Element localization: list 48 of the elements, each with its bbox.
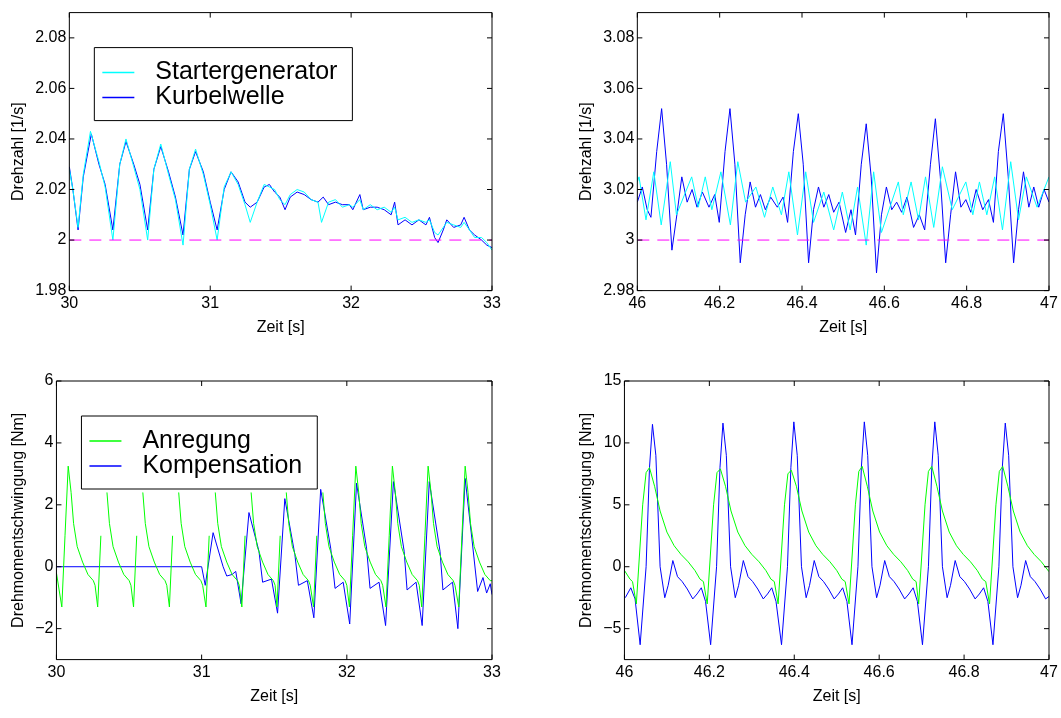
y-tick-label: 0: [612, 557, 622, 575]
x-axis-title: Zeit [s]: [819, 317, 868, 335]
x-tick-label: 31: [192, 662, 211, 680]
x-tick-label: 46.6: [868, 293, 901, 311]
x-tick-label: 46.6: [863, 662, 895, 680]
y-tick-label: 2.06: [35, 78, 67, 96]
x-tick-label: 47: [1040, 662, 1058, 680]
x-tick-label: 46.2: [704, 293, 736, 311]
x-tick-label: 33: [483, 662, 501, 680]
x-axis-title: Zeit [s]: [812, 686, 861, 704]
y-tick-label: 2.08: [35, 28, 67, 46]
x-axis-title: Zeit [s]: [250, 686, 299, 704]
x-tick-label: 46.2: [693, 662, 726, 680]
y-axis-title: Drehzahl [1/s]: [9, 102, 27, 201]
x-tick-label: 46.4: [778, 662, 810, 680]
x-tick-label: 46.4: [786, 293, 818, 311]
y-tick-label: 3.08: [603, 28, 635, 46]
y-tick-label: −2: [35, 619, 54, 637]
x-tick-label: 31: [201, 293, 220, 311]
y-tick-label: 4: [44, 433, 54, 451]
y-tick-label: 2.04: [35, 129, 67, 147]
y-tick-label: 15: [603, 371, 622, 389]
y-tick-label: 3.04: [603, 129, 635, 147]
y-tick-label: 3: [625, 230, 635, 248]
x-tick-label: 46.8: [948, 662, 980, 680]
y-tick-label: 3.06: [603, 78, 635, 96]
x-tick-label: 46.8: [951, 293, 983, 311]
x-tick-label: 32: [337, 662, 356, 680]
y-tick-label: 2: [44, 495, 54, 513]
y-tick-label: 6: [44, 371, 54, 389]
y-tick-label: −5: [603, 619, 622, 637]
x-tick-label: 47: [1040, 293, 1058, 311]
y-axis-title: Drehmomentschwingung [Nm]: [577, 412, 595, 628]
y-tick-label: 2: [57, 230, 67, 248]
y-axis-title: Drehzahl [1/s]: [577, 102, 595, 201]
y-tick-label: 5: [612, 495, 622, 513]
y-tick-label: 0: [44, 557, 54, 575]
x-tick-label: 30: [47, 662, 66, 680]
x-tick-label: 32: [342, 293, 361, 311]
legend-label: Anregung: [142, 424, 251, 453]
y-tick-label: 3.02: [603, 179, 635, 197]
x-tick-label: 46: [615, 662, 634, 680]
x-tick-label: 33: [483, 293, 501, 311]
x-axis-title: Zeit [s]: [256, 317, 305, 335]
y-axis-title: Drehmomentschwingung [Nm]: [9, 412, 27, 628]
legend-label: Startergenerator: [155, 56, 338, 85]
y-tick-label: 2.02: [35, 179, 67, 197]
y-tick-label: 10: [603, 433, 622, 451]
